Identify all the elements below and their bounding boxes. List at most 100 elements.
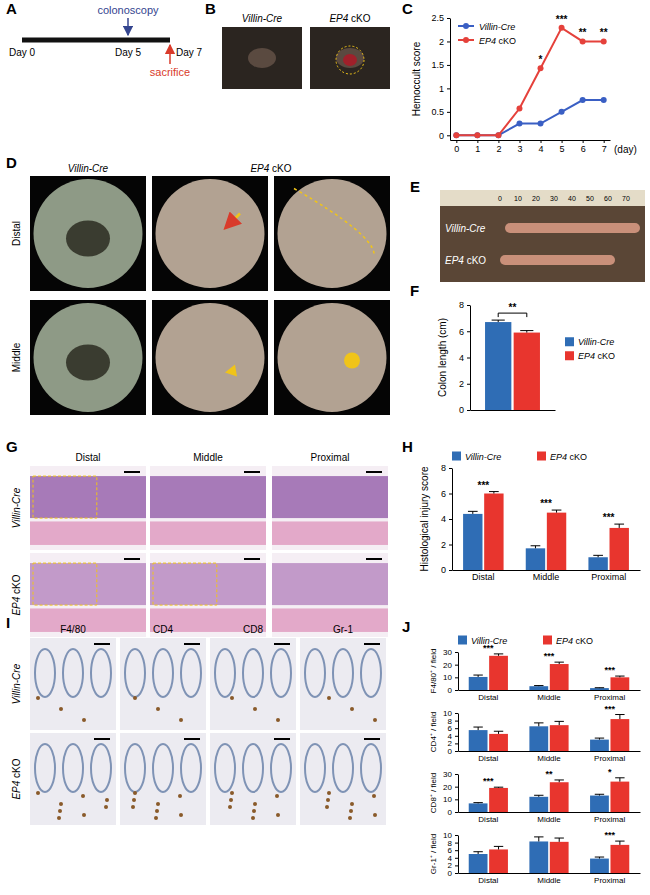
tick-mark [447, 88, 450, 89]
photo-detail [133, 696, 137, 700]
bar [485, 322, 511, 410]
tick: Proximal [594, 873, 625, 885]
significance: *** [603, 512, 615, 523]
row-label: Villin-Cre [11, 663, 22, 704]
label-italic: EP4 [556, 636, 573, 646]
bar [469, 803, 488, 812]
tick: 10 [443, 831, 458, 840]
photo-detail [35, 649, 55, 697]
photo-detail [248, 48, 276, 68]
photo-detail [372, 794, 376, 798]
error-bar [473, 727, 482, 730]
photo [300, 638, 386, 730]
photo-detail [59, 802, 63, 806]
row-label: Distal [11, 221, 22, 246]
label-part: cKO [11, 574, 22, 596]
plot-area [469, 837, 630, 873]
error-bar [555, 721, 564, 725]
row-label: Villin-Cre [11, 487, 22, 528]
error-bar [595, 857, 604, 859]
tick-mark [455, 873, 458, 874]
label-italic: Villin-Cre [11, 487, 22, 528]
tick-label: Distal [472, 572, 495, 582]
tick-mark [498, 140, 499, 143]
tick-label: 2 [441, 540, 446, 550]
photo-detail [348, 816, 352, 820]
column-label: Proximal [311, 452, 350, 463]
arrow [169, 45, 171, 64]
tick-label: 10 [443, 709, 452, 718]
panel-a: colonoscopysacrificeDay 0Day 5Day 7 [9, 4, 203, 78]
panel-e: 010203040506070Villin-CreEP4 cKO [440, 190, 645, 282]
bar [489, 849, 508, 873]
tick-label: 10 [443, 673, 452, 682]
scale-bar [274, 643, 290, 645]
label-italic: Villin-Cre [465, 452, 501, 462]
tick-mark [583, 140, 584, 143]
tissue-mucosa [150, 563, 266, 605]
label-part: cKO [348, 13, 370, 24]
photo-view [156, 303, 265, 412]
tick-mark [467, 358, 470, 359]
tick-mark [455, 736, 458, 737]
panel-letter: A [6, 0, 17, 17]
tissue-muscle [30, 608, 146, 632]
point [559, 109, 565, 115]
tick: Middle [537, 751, 561, 763]
tissue-muscle [30, 521, 146, 545]
tick-label: 4 [459, 353, 464, 363]
tick-mark [449, 519, 452, 520]
error-bar [595, 738, 604, 740]
photo-detail [500, 255, 615, 265]
point [580, 97, 586, 103]
significance: *** [604, 830, 615, 840]
ruler-label: 40 [568, 195, 576, 202]
photo-detail [132, 798, 136, 802]
tick-label: 6 [581, 144, 586, 154]
column-label: Gr-1 [333, 624, 353, 635]
tick-mark [447, 41, 450, 42]
panel-letter: G [6, 438, 18, 455]
tick-label: 0 [459, 405, 464, 415]
photo-detail [271, 744, 291, 792]
tick-label: 0.5 [431, 107, 444, 117]
tissue-mucosa [150, 476, 266, 518]
day-label: Day 0 [9, 47, 36, 58]
significance: *** [556, 14, 568, 25]
significance: *** [483, 776, 494, 786]
bar [489, 788, 508, 812]
photo-mark [225, 365, 237, 377]
tick: 0 [441, 565, 452, 575]
bar [484, 494, 503, 571]
axis-line [459, 751, 641, 752]
photo [210, 733, 296, 825]
photo-detail [36, 696, 40, 700]
tissue-mucosa [272, 563, 388, 605]
arrow [127, 18, 129, 35]
tick-mark [467, 410, 470, 411]
tick: 0 [459, 405, 470, 415]
label-part: cKO [567, 452, 587, 462]
axis-line [452, 469, 453, 571]
photo [30, 553, 146, 637]
tick: 20 [443, 783, 458, 792]
label-italic: Villin-Cre [471, 636, 507, 646]
tick: 8 [459, 300, 470, 310]
tick-mark [455, 799, 458, 800]
photo-detail [133, 791, 137, 795]
photo-detail [179, 718, 183, 722]
photo-detail [325, 805, 329, 809]
photo-detail [333, 744, 353, 792]
tick: 2 [441, 540, 452, 550]
tick-label: 4 [539, 144, 544, 154]
tick-label: 30 [443, 770, 452, 779]
point [474, 132, 480, 138]
photo-detail [327, 791, 331, 795]
timeline [22, 38, 170, 43]
photo-detail [228, 805, 232, 809]
error-bar [534, 685, 543, 687]
photo [222, 27, 302, 89]
tick-label: Proximal [594, 693, 625, 702]
column-label: EP4 cKO [250, 163, 291, 174]
tick-label: Distal [478, 693, 498, 702]
